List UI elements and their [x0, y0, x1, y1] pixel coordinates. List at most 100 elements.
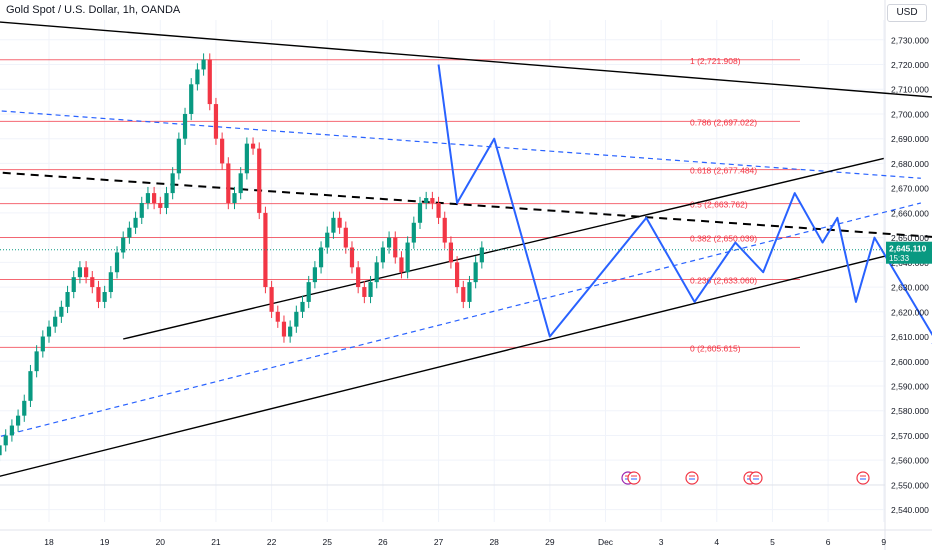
candle [133, 211, 138, 234]
x-tick-label: 19 [100, 537, 110, 547]
candle [90, 271, 95, 294]
candle-body [28, 371, 33, 401]
candle [411, 216, 416, 249]
candle [250, 137, 256, 155]
candle-body [281, 321, 287, 337]
candle-body [40, 336, 45, 352]
candle-body [71, 277, 76, 293]
candle [176, 132, 181, 180]
candle-body [232, 193, 237, 203]
candle-body [121, 237, 126, 253]
candle-body [436, 202, 441, 218]
candle-body [22, 400, 27, 416]
event-flag-icon [856, 471, 870, 485]
candle [46, 320, 52, 343]
candle-body [250, 143, 256, 149]
event-flag-icon [749, 471, 763, 485]
candle [108, 266, 113, 299]
candle-body [269, 287, 274, 312]
last-price-badge [886, 241, 932, 264]
candle-body [15, 415, 21, 426]
candle [473, 256, 478, 289]
candle-body [9, 425, 14, 436]
candle-body [53, 316, 58, 327]
candle-body [34, 351, 39, 372]
candle [3, 429, 8, 452]
candle-body [417, 202, 423, 223]
candle-body [213, 104, 219, 139]
candle-body [145, 193, 151, 203]
candle-body [244, 143, 249, 174]
candle-body [430, 198, 435, 203]
candle-body [368, 282, 373, 297]
candle-body [238, 173, 243, 194]
candle-body [3, 435, 8, 446]
y-tick-label: 2,570.000 [891, 431, 929, 441]
candle-body [263, 212, 268, 288]
candle [207, 53, 212, 111]
candle-body [164, 193, 169, 208]
candle-body [46, 326, 52, 337]
candle-body [448, 242, 454, 263]
candle-body [455, 262, 460, 288]
currency-label[interactable]: USD [887, 4, 927, 22]
candle [442, 211, 447, 249]
channel-line [0, 202, 921, 438]
candle [356, 261, 361, 294]
x-tick-label: 27 [434, 537, 444, 547]
candle [102, 285, 107, 309]
candle-body [275, 311, 280, 322]
candle [362, 280, 367, 304]
candle [275, 305, 280, 328]
fib-level-label: 0.618 (2,677.484) [690, 166, 757, 176]
y-tick-label: 2,700.000 [891, 109, 929, 119]
candle-body [386, 237, 392, 248]
candle [114, 246, 120, 279]
candle-body [331, 217, 336, 233]
candle-body [442, 217, 447, 243]
candle [170, 167, 175, 200]
candle [467, 275, 472, 309]
candle-body [170, 173, 175, 194]
y-tick-label: 2,620.000 [891, 307, 929, 317]
candle [318, 241, 324, 274]
candle [386, 231, 392, 254]
x-tick-label: 20 [156, 537, 166, 547]
candle [331, 211, 336, 239]
candle [417, 196, 423, 229]
candle-body [77, 267, 83, 278]
candle [22, 394, 27, 422]
candle [121, 231, 126, 259]
y-tick-label: 2,610.000 [891, 332, 929, 342]
candle-body [318, 247, 324, 268]
event-circle [627, 471, 641, 485]
candle [96, 280, 101, 309]
x-tick-label: 9 [881, 537, 886, 547]
candle [145, 186, 151, 210]
candle [337, 211, 342, 234]
candle-body [96, 287, 101, 302]
candle [300, 295, 305, 318]
y-tick-label: 2,680.000 [891, 159, 929, 169]
y-tick-label: 2,720.000 [891, 60, 929, 70]
x-tick-label: 26 [378, 537, 388, 547]
candle-body [90, 277, 95, 288]
candle [182, 107, 188, 145]
candle [281, 315, 287, 343]
candle [263, 206, 268, 294]
candle-body [207, 59, 212, 105]
candle [288, 320, 293, 343]
trendline [123, 157, 884, 340]
candle [448, 236, 454, 269]
candle-body [362, 287, 367, 297]
y-tick-label: 2,630.000 [891, 283, 929, 293]
candle [127, 221, 132, 244]
candle [399, 251, 404, 279]
candle [405, 236, 410, 279]
candle [71, 271, 76, 299]
candle-body [288, 326, 293, 337]
candle [34, 345, 39, 378]
candle-body [325, 232, 330, 248]
